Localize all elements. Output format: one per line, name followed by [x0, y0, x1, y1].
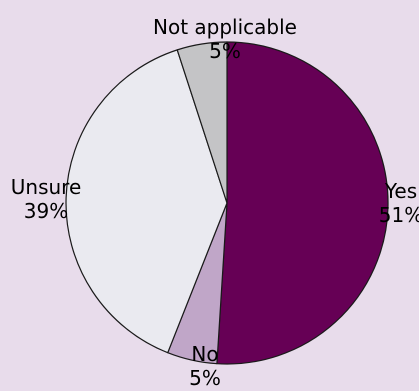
slice-label-unsure: Unsure 39% [0, 175, 92, 223]
slice-label-yes-name: Yes [384, 179, 418, 203]
pie-slice-unsure [65, 49, 228, 354]
slice-label-not-applicable-value: 5% [209, 39, 241, 63]
slice-label-yes: Yes 51% [376, 179, 419, 227]
pie-slice-yes [216, 41, 389, 365]
slice-label-not-applicable-name: Not applicable [153, 15, 297, 39]
slice-label-no-value: 5% [189, 366, 221, 390]
slice-label-no-name: No [191, 342, 219, 366]
slice-label-not-applicable: Not applicable 5% [130, 15, 320, 63]
slice-label-unsure-value: 39% [23, 199, 69, 223]
slice-label-yes-value: 51% [378, 203, 419, 227]
slice-label-unsure-name: Unsure [10, 175, 82, 199]
slice-label-no: No 5% [180, 342, 230, 390]
pie-slices [65, 41, 389, 365]
pie-slice-not-applicable [176, 41, 228, 204]
